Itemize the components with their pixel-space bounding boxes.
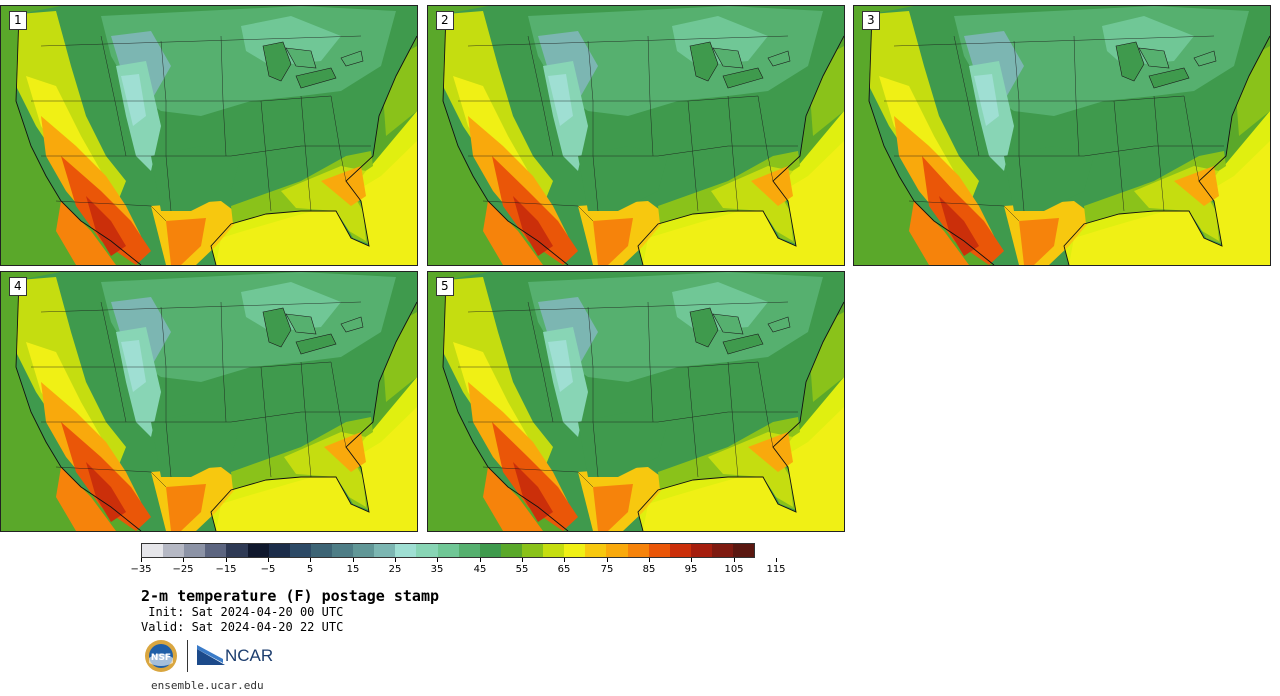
colorbar-tick-label: 25	[388, 564, 402, 575]
colorbar-swatch	[648, 544, 670, 557]
site-url: ensemble.ucar.edu	[151, 679, 264, 692]
colorbar-tick	[437, 558, 438, 562]
colorbar-swatch	[690, 544, 712, 557]
temperature-colorbar	[141, 543, 755, 558]
colorbar-swatch	[669, 544, 691, 557]
nsf-logo: NSF	[145, 640, 177, 672]
colorbar-swatch	[711, 544, 734, 557]
colorbar-swatch	[733, 544, 755, 557]
colorbar-swatch	[205, 544, 227, 557]
logo-divider	[187, 640, 188, 672]
colorbar-tick-label: −35	[130, 564, 152, 575]
colorbar-tick-label: 45	[473, 564, 487, 575]
colorbar-swatch	[184, 544, 206, 557]
member-map	[1, 272, 417, 531]
ensemble-member-panel-4: 4	[0, 271, 418, 532]
colorbar-swatch	[564, 544, 586, 557]
colorbar-tick	[607, 558, 608, 562]
panel-number-label: 1	[9, 11, 27, 30]
colorbar-tick-label: −5	[260, 564, 276, 575]
ensemble-member-panel-3: 3	[853, 5, 1271, 266]
ncar-mark-icon	[197, 645, 225, 665]
colorbar-tick-label: −15	[215, 564, 237, 575]
plot-title: 2-m temperature (F) postage stamp	[141, 587, 440, 605]
colorbar-swatch	[395, 544, 417, 557]
colorbar-tick	[395, 558, 396, 562]
colorbar-swatch	[247, 544, 269, 557]
panel-number-label: 3	[862, 11, 880, 30]
colorbar-tick	[480, 558, 481, 562]
colorbar-tick	[353, 558, 354, 562]
colorbar-swatch	[142, 544, 164, 557]
colorbar-swatch	[543, 544, 565, 557]
colorbar-tick-label: 5	[306, 564, 314, 575]
colorbar-swatch	[289, 544, 311, 557]
colorbar-tick-label: 115	[766, 564, 786, 575]
panel-number-label: 2	[436, 11, 454, 30]
colorbar-ticks: −35 −25 −15 −5 5 15 25 35 45 55 65 75 85 95 105 115	[130, 558, 786, 578]
colorbar-tick-label: 95	[684, 564, 698, 575]
colorbar-tick	[310, 558, 311, 562]
colorbar-tick-label: 35	[430, 564, 444, 575]
colorbar-tick	[776, 558, 777, 562]
colorbar-swatch	[310, 544, 332, 557]
colorbar-swatch	[374, 544, 396, 557]
member-map	[428, 6, 844, 265]
member-map	[1, 6, 417, 265]
colorbar-swatch	[331, 544, 354, 557]
colorbar-swatch	[521, 544, 544, 557]
colorbar-tick	[141, 558, 142, 562]
valid-time: Valid: Sat 2024-04-20 22 UTC	[141, 620, 344, 634]
colorbar-swatch	[500, 544, 522, 557]
ensemble-member-panel-5: 5	[427, 271, 845, 532]
colorbar-swatch	[585, 544, 607, 557]
sponsor-logos: NSF NCAR	[144, 638, 273, 674]
colorbar-swatch	[606, 544, 628, 557]
colorbar-tick	[268, 558, 269, 562]
ensemble-member-panel-1: 1	[0, 5, 418, 266]
colorbar-tick	[691, 558, 692, 562]
member-map	[854, 6, 1270, 265]
colorbar-tick	[564, 558, 565, 562]
colorbar-swatch	[268, 544, 290, 557]
colorbar-tick-label: −25	[172, 564, 194, 575]
colorbar-tick-label: 105	[724, 564, 744, 575]
colorbar-swatch	[416, 544, 438, 557]
init-time: Init: Sat 2024-04-20 00 UTC	[141, 605, 344, 619]
ensemble-member-panel-2: 2	[427, 5, 845, 266]
colorbar-swatch	[163, 544, 185, 557]
member-map	[428, 272, 844, 531]
colorbar-tick-label: 15	[346, 564, 360, 575]
colorbar-swatch	[458, 544, 480, 557]
colorbar-tick-label: 55	[515, 564, 529, 575]
colorbar-tick	[649, 558, 650, 562]
colorbar-tick	[522, 558, 523, 562]
colorbar-tick-label: 75	[600, 564, 614, 575]
colorbar-tick-label: 65	[557, 564, 571, 575]
panel-number-label: 4	[9, 277, 27, 296]
colorbar-tick	[183, 558, 184, 562]
panel-number-label: 5	[436, 277, 454, 296]
colorbar-swatch	[353, 544, 375, 557]
colorbar-swatch	[437, 544, 459, 557]
colorbar-tick	[734, 558, 735, 562]
nsf-logo-text: NSF	[151, 653, 171, 663]
colorbar-swatch	[226, 544, 248, 557]
colorbar-swatch	[627, 544, 649, 557]
ncar-logo-text: NCAR	[225, 646, 274, 665]
colorbar-tick-label: 85	[642, 564, 656, 575]
colorbar-tick	[226, 558, 227, 562]
colorbar-swatch	[479, 544, 501, 557]
